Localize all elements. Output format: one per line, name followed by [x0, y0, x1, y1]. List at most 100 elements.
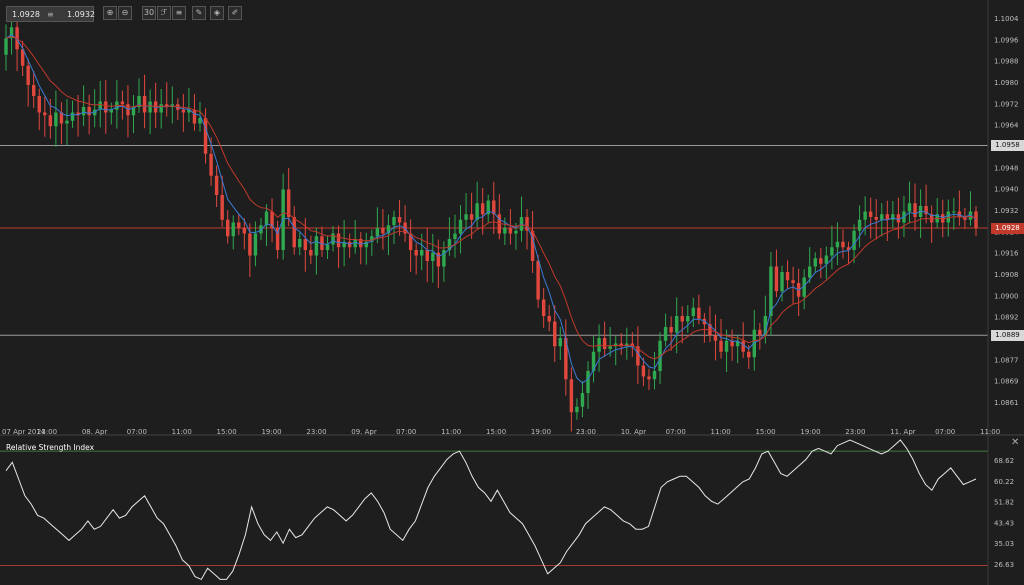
candle-body[interactable]: [59, 112, 64, 124]
candle-body[interactable]: [857, 219, 862, 231]
zoom-in-button[interactable]: ⊕: [103, 6, 117, 20]
candle-body[interactable]: [613, 343, 618, 347]
candle-body[interactable]: [31, 85, 36, 96]
candle-body[interactable]: [974, 211, 978, 229]
candle-body[interactable]: [165, 104, 169, 107]
indicators-button[interactable]: ℱ: [157, 6, 171, 20]
candle-body[interactable]: [364, 241, 369, 248]
candle-body[interactable]: [680, 316, 684, 322]
candle-body[interactable]: [198, 118, 202, 124]
candle-body[interactable]: [320, 236, 324, 250]
draw-lines-button[interactable]: ≡: [172, 6, 186, 20]
candle-body[interactable]: [480, 203, 485, 215]
candle-body[interactable]: [270, 211, 274, 229]
bid-ask-box[interactable]: 1.0928 ≡ 1.0932: [6, 6, 95, 22]
candle-body[interactable]: [896, 214, 901, 223]
candle-body[interactable]: [331, 233, 335, 245]
candle-body[interactable]: [630, 343, 635, 347]
candle-body[interactable]: [929, 214, 934, 223]
candle-body[interactable]: [203, 118, 208, 154]
candle-body[interactable]: [242, 228, 247, 234]
candle-body[interactable]: [381, 228, 385, 234]
candle-body[interactable]: [874, 217, 878, 220]
candle-body[interactable]: [647, 376, 651, 380]
candle-body[interactable]: [719, 340, 723, 352]
candle-body[interactable]: [735, 340, 740, 347]
candle-body[interactable]: [336, 233, 341, 248]
candle-body[interactable]: [785, 272, 790, 281]
candle-body[interactable]: [9, 27, 14, 39]
candle-body[interactable]: [541, 299, 546, 317]
candle-body[interactable]: [503, 228, 507, 234]
candle-body[interactable]: [669, 327, 673, 333]
candle-body[interactable]: [159, 104, 163, 113]
pencil-button[interactable]: ✐: [228, 6, 242, 20]
candle-body[interactable]: [691, 307, 696, 316]
candle-body[interactable]: [65, 120, 69, 124]
candle-body[interactable]: [913, 203, 917, 217]
candle-body[interactable]: [447, 239, 452, 250]
candle-body[interactable]: [264, 211, 269, 226]
candle-body[interactable]: [37, 96, 41, 113]
candle-body[interactable]: [237, 222, 241, 229]
candle-body[interactable]: [774, 266, 779, 292]
candle-body[interactable]: [442, 250, 446, 267]
candle-body[interactable]: [458, 219, 463, 234]
candle-body[interactable]: [353, 239, 357, 248]
candle-body[interactable]: [752, 329, 757, 358]
candle-body[interactable]: [81, 107, 86, 116]
candle-body[interactable]: [852, 230, 856, 250]
candle-body[interactable]: [575, 406, 579, 413]
candle-body[interactable]: [924, 206, 928, 215]
candle-body[interactable]: [253, 233, 258, 256]
candle-body[interactable]: [303, 239, 308, 250]
candle-body[interactable]: [835, 241, 840, 248]
candle-body[interactable]: [863, 211, 867, 220]
candle-body[interactable]: [342, 241, 346, 248]
candle-body[interactable]: [907, 203, 912, 212]
candle-body[interactable]: [98, 101, 102, 110]
candle-body[interactable]: [547, 316, 551, 322]
candle-body[interactable]: [464, 214, 468, 220]
candle-body[interactable]: [425, 250, 429, 261]
candle-body[interactable]: [325, 244, 330, 251]
candle-body[interactable]: [192, 109, 197, 124]
objects-button[interactable]: ◈: [210, 6, 224, 20]
candle-body[interactable]: [392, 217, 396, 226]
candle-body[interactable]: [968, 211, 973, 220]
candle-body[interactable]: [137, 96, 141, 107]
candle-body[interactable]: [780, 272, 784, 292]
candle-body[interactable]: [142, 96, 147, 113]
candle-body[interactable]: [431, 252, 435, 261]
candle-body[interactable]: [54, 112, 58, 127]
candle-body[interactable]: [187, 109, 191, 113]
candle-body[interactable]: [486, 200, 490, 215]
candle-body[interactable]: [663, 327, 668, 341]
candle-body[interactable]: [20, 49, 25, 66]
candle-body[interactable]: [674, 316, 679, 333]
candle-body[interactable]: [758, 329, 762, 336]
candle-body[interactable]: [248, 233, 252, 256]
candle-body[interactable]: [220, 195, 224, 220]
candle-body[interactable]: [292, 217, 296, 248]
candle-body[interactable]: [553, 321, 557, 347]
candle-body[interactable]: [408, 233, 413, 251]
candle-body[interactable]: [181, 109, 186, 113]
candle-body[interactable]: [225, 219, 230, 237]
candle-body[interactable]: [868, 211, 873, 218]
candle-body[interactable]: [652, 371, 657, 380]
candle-body[interactable]: [475, 203, 479, 220]
candle-body[interactable]: [87, 107, 91, 116]
candle-body[interactable]: [436, 252, 441, 267]
candle-body[interactable]: [76, 112, 80, 116]
candle-body[interactable]: [963, 217, 967, 220]
candle-body[interactable]: [747, 351, 751, 358]
candle-body[interactable]: [791, 280, 795, 283]
candle-body[interactable]: [586, 371, 590, 393]
candle-body[interactable]: [730, 340, 734, 347]
candle-body[interactable]: [941, 214, 945, 223]
candle-body[interactable]: [802, 277, 806, 297]
candle-body[interactable]: [841, 241, 845, 248]
tools-button[interactable]: ✎: [192, 6, 206, 20]
candle-body[interactable]: [536, 261, 540, 300]
